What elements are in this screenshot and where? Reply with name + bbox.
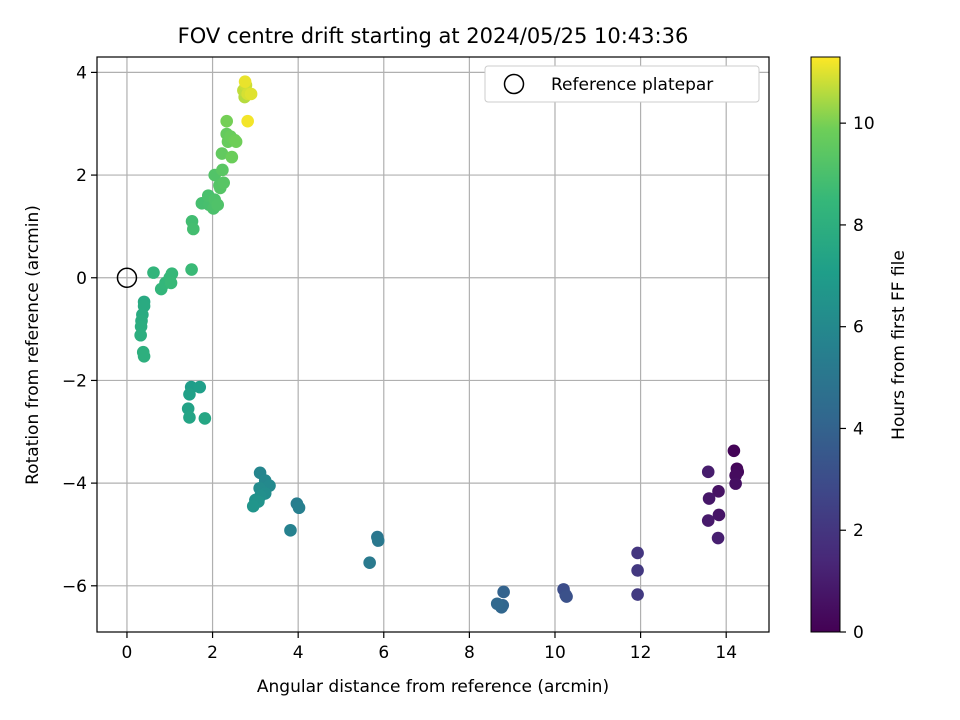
data-point xyxy=(702,492,716,505)
data-point xyxy=(185,263,198,276)
data-point xyxy=(712,508,726,522)
data-point xyxy=(363,556,376,569)
data-point xyxy=(711,531,725,545)
colorbar: 0 2 4 6 8 10 Hours from first FF file xyxy=(810,56,909,643)
data-point xyxy=(490,597,504,611)
x-tick-label: 0 xyxy=(122,643,133,663)
colorbar-tick-label: 4 xyxy=(853,419,864,439)
colorbar-tick-label: 6 xyxy=(853,318,864,338)
y-tick-label: 4 xyxy=(76,63,87,83)
data-point xyxy=(225,150,239,164)
data-point xyxy=(246,499,260,513)
data-point xyxy=(164,276,178,290)
data-point xyxy=(229,135,243,149)
y-tick-label: 2 xyxy=(76,166,87,186)
data-point xyxy=(183,411,196,424)
x-tick-label: 8 xyxy=(464,643,475,663)
colorbar-tick-label: 0 xyxy=(853,623,864,643)
data-point xyxy=(631,564,644,577)
reference-marker xyxy=(116,267,138,289)
data-points xyxy=(134,75,745,614)
data-point xyxy=(165,267,179,280)
data-point xyxy=(134,328,147,342)
data-point xyxy=(198,412,212,425)
data-point xyxy=(371,534,385,547)
data-point xyxy=(183,387,196,401)
data-point xyxy=(216,163,229,177)
data-point xyxy=(727,444,741,458)
data-point xyxy=(631,588,644,601)
chart-title: FOV centre drift starting at 2024/05/25 … xyxy=(178,24,689,48)
legend-box xyxy=(484,65,760,103)
data-point xyxy=(701,465,715,479)
x-tick-label: 4 xyxy=(293,643,304,663)
data-point xyxy=(284,524,297,537)
colorbar-tick-label: 8 xyxy=(853,216,864,236)
colorbar-ticks: 0 2 4 6 8 10 xyxy=(840,114,875,643)
data-point xyxy=(217,176,230,190)
data-point xyxy=(241,114,254,128)
data-point xyxy=(631,546,644,560)
legend: Reference platepar xyxy=(484,65,760,103)
colorbar-gradient xyxy=(810,56,841,633)
y-axis-label: Rotation from reference (arcmin) xyxy=(23,205,43,485)
data-point xyxy=(215,147,229,160)
plot-frame xyxy=(96,56,770,633)
data-point xyxy=(244,87,258,101)
data-point xyxy=(729,477,742,490)
grid-lines xyxy=(97,57,769,632)
y-tick-label: 0 xyxy=(76,269,87,289)
colorbar-label: Hours from first FF file xyxy=(889,250,909,440)
x-tick-label: 10 xyxy=(544,643,566,663)
x-tick-label: 6 xyxy=(378,643,389,663)
data-point xyxy=(220,114,233,128)
x-axis-ticks: 0 2 4 6 8 10 12 14 xyxy=(122,632,737,663)
x-tick-label: 2 xyxy=(207,643,218,663)
data-point xyxy=(238,75,252,88)
data-point xyxy=(292,501,306,515)
x-tick-label: 14 xyxy=(715,643,737,663)
data-point xyxy=(560,590,573,603)
colorbar-tick-label: 10 xyxy=(853,114,875,134)
data-point xyxy=(211,198,225,212)
x-axis-label: Angular distance from reference (arcmin) xyxy=(257,677,609,697)
colorbar-tick-label: 2 xyxy=(853,521,864,541)
x-tick-label: 12 xyxy=(630,643,652,663)
y-tick-label: −4 xyxy=(62,474,87,494)
data-point xyxy=(137,350,151,363)
reference-platepar-point xyxy=(116,267,138,289)
y-tick-label: −6 xyxy=(62,577,87,597)
data-point xyxy=(712,485,725,498)
y-axis-ticks: −6 −4 −2 0 2 4 xyxy=(62,63,97,597)
data-point xyxy=(147,266,160,279)
data-point xyxy=(497,585,510,599)
y-tick-label: −2 xyxy=(62,371,87,391)
data-point xyxy=(701,514,715,527)
legend-reference-icon xyxy=(503,73,525,95)
data-point xyxy=(187,222,200,236)
data-point xyxy=(193,380,207,394)
legend-label: Reference platepar xyxy=(551,75,713,95)
